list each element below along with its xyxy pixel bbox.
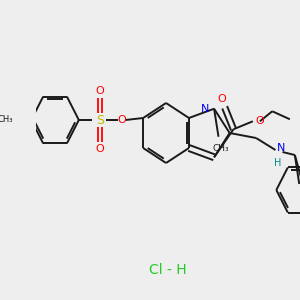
- Text: N: N: [277, 143, 286, 153]
- Text: CH₃: CH₃: [213, 144, 230, 153]
- Text: N: N: [201, 104, 210, 114]
- Text: O: O: [96, 86, 104, 96]
- Text: O: O: [96, 144, 104, 154]
- Text: H: H: [274, 158, 281, 168]
- Text: O: O: [256, 116, 264, 126]
- Text: O: O: [218, 94, 226, 104]
- Text: Cl - H: Cl - H: [149, 263, 187, 277]
- Text: CH₃: CH₃: [0, 116, 13, 124]
- Text: O: O: [118, 115, 126, 125]
- Text: S: S: [96, 113, 104, 127]
